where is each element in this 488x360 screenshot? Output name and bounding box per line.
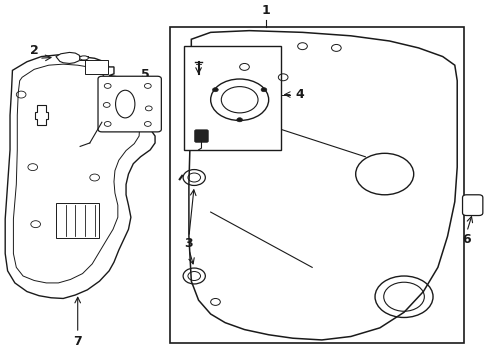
Bar	[56, 203, 99, 238]
Polygon shape	[56, 53, 80, 63]
FancyBboxPatch shape	[194, 130, 208, 142]
Text: 2: 2	[30, 44, 39, 57]
Text: 3: 3	[184, 237, 193, 250]
Circle shape	[212, 87, 218, 92]
Text: 1: 1	[262, 4, 270, 17]
Polygon shape	[5, 55, 157, 298]
Circle shape	[261, 87, 266, 92]
Text: 7: 7	[73, 335, 82, 348]
Text: 6: 6	[462, 233, 470, 246]
Text: 5: 5	[141, 68, 149, 81]
Bar	[85, 60, 108, 74]
Text: 4: 4	[295, 88, 304, 101]
Ellipse shape	[80, 56, 88, 60]
FancyBboxPatch shape	[462, 195, 482, 216]
Bar	[169, 27, 464, 343]
Bar	[183, 46, 280, 150]
Circle shape	[236, 118, 242, 122]
FancyBboxPatch shape	[98, 76, 161, 132]
